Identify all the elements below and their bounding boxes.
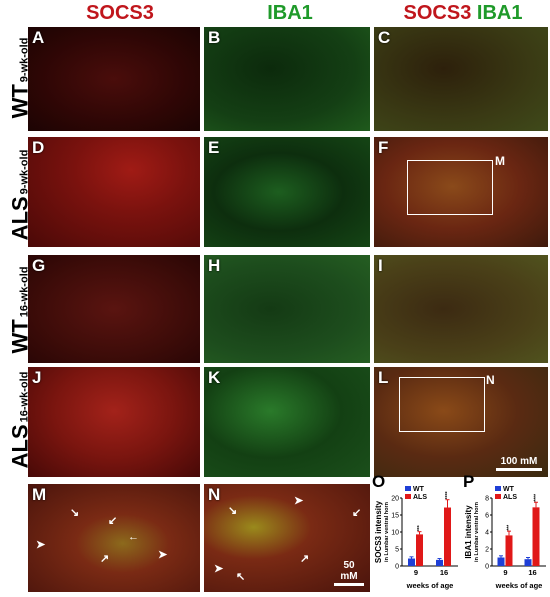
arrowhead-icon: ➤ (294, 495, 304, 507)
inset-box-n-label: N (486, 373, 495, 387)
x-tick-label: 9 (503, 568, 507, 577)
chart-o: 0 5 10 15 20 SOCS3 intensity in Lumbar ventral… (372, 484, 462, 592)
arrow-icon: ↗ (300, 553, 310, 565)
x-axis-label: weeks of age (495, 581, 543, 590)
chart-p-svg: 0 2 4 6 8 IBA1 intensity in Lumbar ventral hor… (464, 486, 546, 590)
y-axis-sublabel: in Lumbar ventral horn (384, 501, 390, 562)
panel-n: N ↘ ➤ ↙ ↗ ➤ ↖ 50 mM (204, 484, 370, 592)
significance-label: *** (507, 525, 513, 531)
bar (532, 507, 540, 566)
header-merged: SOCS3 IBA1 (376, 0, 550, 26)
panel-a: A (28, 27, 200, 131)
panel-h: H (204, 255, 370, 363)
arrowhead-icon: ➤ (36, 539, 46, 551)
inset-box-n (399, 377, 485, 432)
inset-box-m-label: M (495, 154, 505, 168)
legend-label: ALS (503, 494, 517, 501)
y-tick-label: 2 (485, 547, 489, 554)
legend-swatch (405, 486, 411, 491)
legend-swatch (405, 494, 411, 499)
y-tick-label: 10 (391, 530, 399, 537)
y-tick-label: 8 (485, 496, 489, 503)
panel-i: I (374, 255, 548, 363)
panel-b: B (204, 27, 370, 131)
header-socs3: SOCS3 (86, 2, 154, 24)
x-tick-label: 9 (414, 568, 418, 577)
y-tick-label: 0 (485, 564, 489, 571)
legend-swatch (495, 486, 501, 491)
bar (436, 559, 443, 566)
legend-label: WT (503, 486, 515, 493)
chart-o-svg: 0 5 10 15 20 SOCS3 intensity in Lumbar ventral… (374, 486, 458, 590)
arrow-icon: ↙ (352, 507, 362, 519)
bar (408, 558, 415, 566)
x-tick-label: 16 (440, 568, 448, 577)
y-tick-label: 0 (395, 564, 399, 571)
panel-o-letter: O (372, 472, 386, 491)
y-tick-label: 6 (485, 513, 489, 520)
scalebar-50: 50 mM (334, 560, 364, 586)
arrow-icon: ↖ (236, 571, 246, 583)
panel-d: D (28, 137, 200, 247)
bar (524, 559, 532, 566)
panel-l: L N 100 mM (374, 367, 548, 477)
panel-g: G (28, 255, 200, 363)
significance-label: **** (534, 494, 540, 502)
y-tick-label: 20 (391, 496, 399, 503)
x-axis-label: weeks of age (406, 581, 454, 590)
legend-swatch (495, 494, 501, 499)
arrowhead-icon: ➤ (214, 563, 224, 575)
x-tick-label: 16 (528, 568, 536, 577)
arrowhead-icon: ➤ (158, 549, 168, 561)
y-tick-label: 4 (485, 530, 489, 537)
y-axis-label: SOCS3 intensity (374, 500, 383, 563)
bar (505, 535, 513, 566)
header-iba1: IBA1 (267, 2, 313, 24)
bar (444, 507, 451, 566)
legend-label: WT (413, 486, 425, 493)
arrow-icon: ↗ (100, 553, 110, 565)
legend-label: ALS (413, 494, 427, 501)
arrow-icon: ↘ (70, 507, 80, 519)
y-axis-label: IBA1 intensity (464, 505, 473, 559)
inset-box-m (407, 160, 493, 215)
y-tick-label: 5 (395, 547, 399, 554)
arrow-icon: ↙ (108, 515, 118, 527)
arrow-icon: ← (128, 531, 139, 543)
bar (497, 557, 505, 566)
panel-e: E (204, 137, 370, 247)
y-tick-label: 15 (391, 513, 399, 520)
significance-label: *** (417, 525, 423, 531)
panel-f: F M (374, 137, 548, 247)
panel-k: K (204, 367, 370, 477)
scalebar-100: 100 mM (496, 456, 542, 471)
header-merged-iba1: IBA1 (476, 2, 523, 24)
header-merged-socs3: SOCS3 (403, 2, 472, 24)
panel-m: M ↘ ↙ ← ➤ ➤ ↗ (28, 484, 200, 592)
panel-p-letter: P (463, 472, 475, 491)
significance-label: **** (445, 491, 451, 499)
panel-c: C (374, 27, 548, 131)
arrow-icon: ↘ (228, 505, 238, 517)
bar (416, 534, 423, 566)
chart-p: 0 2 4 6 8 IBA1 intensity in Lumbar ventral hor… (462, 484, 550, 592)
panel-j: J (28, 367, 200, 477)
y-axis-sublabel: in Lumbar ventral horn (474, 501, 480, 562)
